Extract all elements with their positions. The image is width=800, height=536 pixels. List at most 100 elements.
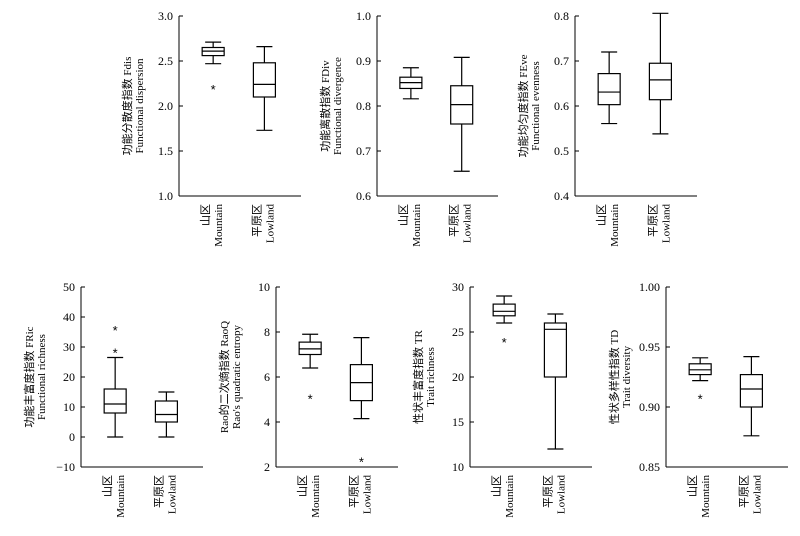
- box-lowland: [450, 56, 474, 172]
- y-axis-title-en: Functional richness: [36, 334, 48, 420]
- box-mountain: [399, 67, 423, 100]
- y-tick-label: 0.8: [356, 99, 371, 113]
- y-tick-label: 0.8: [554, 9, 569, 23]
- y-axis-title-cn: Rao的二次熵指数 RaoQ: [217, 321, 231, 433]
- y-tick-label: 1.00: [639, 280, 660, 294]
- y-tick-label: 0.95: [639, 340, 660, 354]
- box-mountain: *: [492, 295, 516, 350]
- y-axis-title-en: Functional dispersion: [134, 58, 146, 154]
- chart-panel-1: 1.0 1.5 2.0 2.5 3.0 功能分散度指数 Fdis Functional di…: [120, 9, 301, 247]
- y-tick-label: 2.5: [158, 54, 173, 68]
- y-axis-title-cn: 性状多样性指数 TD: [607, 330, 621, 424]
- outlier-marker: *: [502, 335, 507, 350]
- y-tick-label: 0.4: [554, 189, 569, 203]
- box-mountain: *: [688, 357, 712, 406]
- box-iqr: [154, 400, 178, 423]
- box-lowland: [252, 45, 276, 131]
- y-axis-title-en: Trait richness: [425, 347, 437, 407]
- y-tick-label: 0.7: [554, 54, 569, 68]
- y-tick-label: −10: [56, 460, 75, 474]
- outlier-marker: *: [113, 323, 118, 338]
- x-category-label-cn: 山区: [595, 204, 608, 226]
- y-axis-title-en: Functional divergence: [332, 57, 344, 155]
- x-category-label-cn: 山区: [490, 475, 503, 497]
- x-category-label-en: Mountain: [213, 204, 225, 247]
- x-category-label-en: Mountain: [115, 475, 127, 518]
- x-category-label-cn: 山区: [296, 475, 309, 497]
- box-mountain: **: [103, 323, 127, 438]
- x-category-label-en: Mountain: [504, 475, 516, 518]
- y-tick-label: 0: [69, 430, 75, 444]
- box-iqr: [597, 72, 621, 106]
- outlier-marker: *: [698, 391, 703, 406]
- x-category-label-cn: 山区: [101, 475, 114, 497]
- box-iqr: [103, 388, 127, 414]
- y-tick-label: 10: [258, 280, 270, 294]
- x-category-label-en: Lowland: [555, 475, 567, 515]
- x-category-label-en: Mountain: [700, 475, 712, 518]
- y-tick-label: 3.0: [158, 9, 173, 23]
- outlier-marker: *: [211, 82, 216, 97]
- y-tick-label: 0.85: [639, 460, 660, 474]
- y-tick-label: 0.7: [356, 144, 371, 158]
- y-tick-label: 1.5: [158, 144, 173, 158]
- x-category-label-cn: 平原区: [647, 204, 659, 237]
- box-lowland: [154, 391, 178, 438]
- x-category-label-en: Lowland: [660, 204, 672, 244]
- y-tick-label: 0.90: [639, 400, 660, 414]
- y-tick-label: 6: [264, 370, 270, 384]
- outlier-marker: *: [308, 391, 313, 406]
- x-category-label-cn: 平原区: [738, 475, 750, 508]
- y-tick-label: 0.5: [554, 144, 569, 158]
- x-category-label-cn: 山区: [199, 204, 212, 226]
- y-tick-label: 20: [63, 370, 75, 384]
- x-category-label-en: Lowland: [751, 475, 763, 515]
- chart-panel-6: 10 15 20 25 30 性状丰富度指数 TR Trait richness * 山区 Mou…: [411, 280, 592, 518]
- y-tick-label: 10: [452, 460, 464, 474]
- chart-panel-4: −10 0 10 20 30 40 50 功能丰富度指数 FRic Functional ric…: [22, 280, 203, 518]
- y-tick-label: 30: [452, 280, 464, 294]
- box-lowland: [543, 313, 568, 450]
- y-axis-title-en: Functional evenness: [530, 61, 542, 151]
- y-axis-title-en: Trait diversity: [621, 345, 633, 408]
- y-axis-title-cn: 功能丰富度指数 FRic: [22, 326, 36, 427]
- y-axis-title-cn: 功能离散指数 FDiv: [318, 60, 332, 152]
- x-category-label-cn: 山区: [397, 204, 410, 226]
- x-category-label-cn: 山区: [686, 475, 699, 497]
- x-category-label-cn: 平原区: [449, 204, 461, 237]
- box-iqr: [739, 374, 764, 408]
- x-category-label-cn: 平原区: [542, 475, 554, 508]
- box-iqr: [252, 62, 276, 98]
- y-tick-label: 15: [452, 415, 464, 429]
- x-category-label-en: Lowland: [166, 475, 178, 515]
- y-tick-label: 40: [63, 310, 75, 324]
- box-iqr: [492, 303, 516, 317]
- x-category-label-en: Lowland: [264, 204, 276, 244]
- box-iqr: [648, 62, 673, 101]
- x-category-label-en: Mountain: [609, 204, 621, 247]
- x-category-label-en: Mountain: [411, 204, 423, 247]
- y-tick-label: 1.0: [158, 189, 173, 203]
- x-category-label-en: Lowland: [462, 204, 474, 244]
- y-tick-label: 25: [452, 325, 464, 339]
- y-axis-title-cn: 功能均匀度指数 FEve: [516, 54, 530, 157]
- x-category-label-en: Mountain: [310, 475, 322, 518]
- chart-panel-5: 2 4 6 8 10 Rao的二次熵指数 RaoQ Rao's quadratic entr…: [217, 280, 398, 518]
- y-tick-label: 0.9: [356, 54, 371, 68]
- box-mountain: [597, 51, 621, 125]
- box-lowland: *: [349, 337, 373, 469]
- y-tick-label: 1.0: [356, 9, 371, 23]
- x-category-label-cn: 平原区: [348, 475, 360, 508]
- outlier-marker: *: [359, 454, 364, 469]
- y-axis-title-en: Rao's quadratic entropy: [231, 325, 243, 430]
- x-category-label-en: Lowland: [361, 475, 373, 515]
- box-iqr: [543, 322, 568, 378]
- x-category-label-cn: 平原区: [251, 204, 263, 237]
- y-tick-label: 2.0: [158, 99, 173, 113]
- chart-panel-7: 0.85 0.90 0.95 1.00 性状多样性指数 TD Trait diversit…: [607, 280, 788, 518]
- y-tick-label: 0.6: [356, 189, 371, 203]
- box-mountain: *: [298, 333, 322, 406]
- y-axis-title-cn: 功能分散度指数 Fdis: [120, 57, 134, 156]
- chart-panel-2: 0.6 0.7 0.8 0.9 1.0 功能离散指数 FDiv Functional div…: [318, 9, 498, 247]
